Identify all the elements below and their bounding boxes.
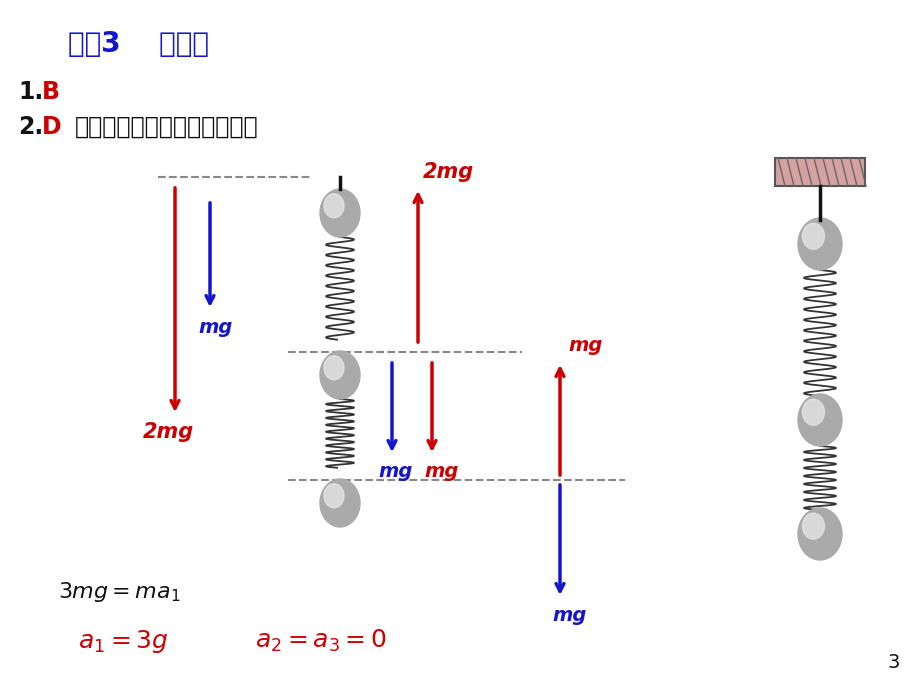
Ellipse shape	[797, 394, 841, 446]
Ellipse shape	[801, 513, 823, 539]
Text: mg: mg	[378, 462, 412, 481]
Ellipse shape	[323, 194, 344, 218]
Text: 断绳瞬间，弹簧形变无改变。: 断绳瞬间，弹簧形变无改变。	[75, 115, 258, 139]
Text: 2.: 2.	[18, 115, 43, 139]
Text: $a_2 = a_3 = 0$: $a_2 = a_3 = 0$	[255, 628, 387, 654]
Text: 2mg: 2mg	[423, 162, 473, 182]
Text: $a_1 = 3g$: $a_1 = 3g$	[78, 628, 168, 655]
Text: mg: mg	[198, 318, 233, 337]
Text: 练习3    选择题: 练习3 选择题	[68, 30, 209, 58]
Ellipse shape	[323, 356, 344, 380]
Ellipse shape	[323, 484, 344, 508]
Ellipse shape	[797, 508, 841, 560]
Ellipse shape	[801, 400, 823, 425]
Text: mg: mg	[567, 336, 602, 355]
Text: 1.: 1.	[18, 80, 43, 104]
Text: 2mg: 2mg	[142, 422, 194, 442]
Ellipse shape	[797, 218, 841, 270]
Text: 3: 3	[887, 653, 899, 672]
Text: mg: mg	[424, 462, 458, 481]
Text: mg: mg	[551, 606, 585, 625]
Ellipse shape	[320, 479, 359, 527]
Bar	[774, 158, 864, 186]
Text: $3mg = ma_1$: $3mg = ma_1$	[58, 580, 180, 604]
Ellipse shape	[801, 223, 823, 249]
Text: D: D	[42, 115, 62, 139]
Ellipse shape	[320, 351, 359, 399]
Ellipse shape	[320, 189, 359, 237]
Text: B: B	[42, 80, 60, 104]
